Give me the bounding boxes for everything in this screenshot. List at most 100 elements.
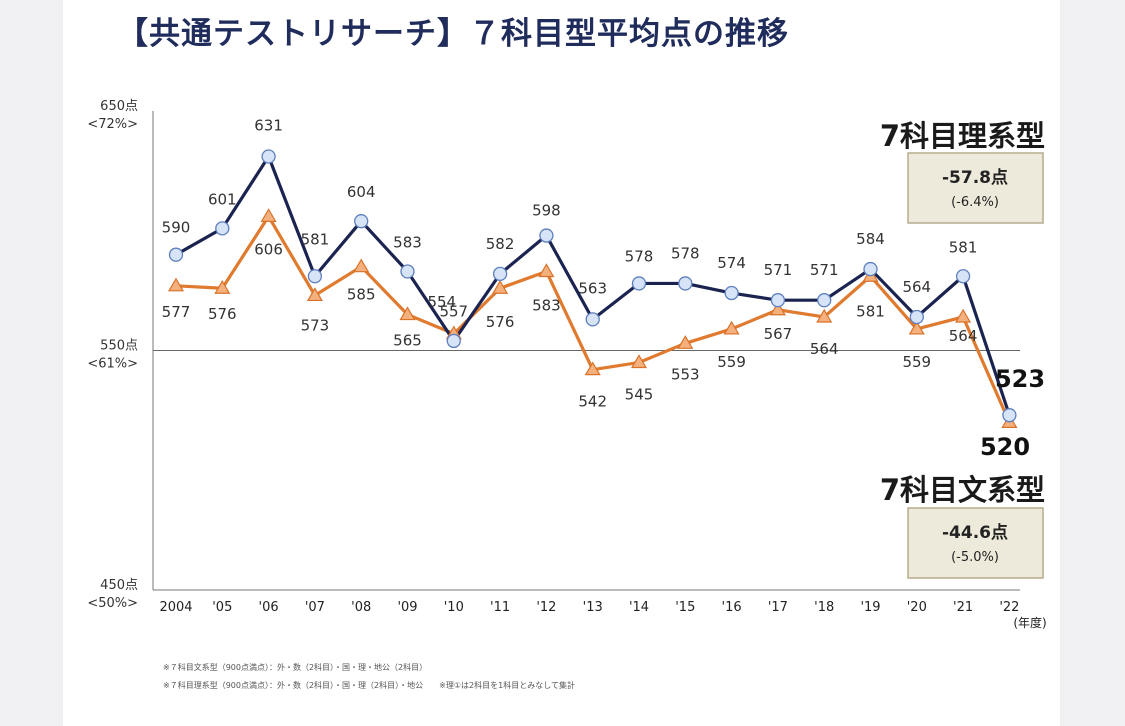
data-label-rikei: 581: [949, 238, 978, 256]
x-tick-label: '07: [305, 600, 325, 615]
data-label-rikei: 583: [393, 233, 422, 251]
marker-bunkei: [769, 301, 786, 316]
series-name-rikei: 7科目理系型: [880, 119, 1045, 153]
marker-bunkei: [214, 280, 231, 294]
change-box-bunkei: [907, 507, 1044, 579]
marker-rikei: [539, 228, 554, 243]
y-tick-percent: <50%>: [87, 596, 138, 611]
data-label-rikei: 584: [856, 230, 885, 248]
marker-bunkei: [538, 263, 555, 278]
data-label-bunkei: 585: [347, 286, 376, 304]
x-tick-label: '05: [212, 600, 232, 615]
marker-rikei: [1002, 408, 1017, 423]
marker-rikei: [770, 293, 786, 308]
data-label-bunkei: 559: [717, 353, 746, 371]
data-label-rikei: 598: [532, 202, 561, 220]
x-tick-label: '08: [351, 600, 371, 615]
marker-rikei: [446, 333, 461, 349]
data-label-bunkei: 576: [486, 313, 515, 331]
marker-rikei: [631, 276, 647, 291]
data-label-rikei: 582: [486, 235, 515, 253]
data-label-bunkei: 581: [856, 302, 885, 320]
marker-rikei: [863, 261, 878, 277]
marker-bunkei: [677, 335, 694, 349]
data-label-rikei: 601: [208, 190, 237, 208]
data-label-rikei: 581: [301, 230, 330, 248]
data-label-rikei: 564: [902, 278, 931, 296]
data-label-bunkei: 545: [625, 385, 654, 403]
marker-rikei: [724, 285, 739, 301]
data-label-bunkei: 559: [902, 353, 931, 371]
marker-rikei: [492, 266, 508, 282]
data-label-rikei: 578: [671, 244, 700, 262]
marker-bunkei: [908, 320, 925, 335]
x-tick-label: '21: [953, 600, 973, 615]
change-points-bunkei: -44.6点: [942, 522, 1008, 543]
marker-bunkei: [353, 258, 370, 273]
change-pct-bunkei: (-5.0%): [951, 550, 999, 565]
marker-bunkei: [260, 208, 277, 222]
marker-rikei: [354, 214, 369, 229]
marker-rikei: [817, 293, 832, 308]
data-label-bunkei: 576: [208, 305, 237, 323]
x-tick-label: '09: [397, 600, 417, 615]
data-label-bunkei: 565: [393, 332, 422, 350]
data-label-rikei: 554: [427, 293, 456, 311]
marker-bunkei: [630, 354, 648, 369]
x-tick-label: '10: [444, 600, 464, 615]
chart-title: 【共通テストリサーチ】７科目型平均点の推移: [117, 16, 789, 52]
marker-rikei: [261, 149, 276, 164]
data-label-bunkei: 564: [949, 327, 978, 345]
end-label-rikei: 523: [995, 365, 1045, 393]
marker-bunkei: [584, 361, 601, 376]
x-tick-label: '15: [675, 600, 695, 615]
marker-bunkei: [167, 277, 185, 292]
marker-bunkei: [306, 287, 323, 302]
data-label-rikei: 571: [810, 261, 839, 279]
data-label-bunkei: 564: [810, 340, 839, 358]
data-label-bunkei: 583: [532, 296, 561, 314]
data-label-rikei: 590: [162, 219, 191, 237]
x-tick-label: '19: [860, 600, 880, 615]
x-axis-unit: (年度): [1013, 615, 1046, 630]
marker-rikei: [307, 269, 323, 284]
x-tick-label: '17: [768, 600, 788, 615]
x-tick-label: '06: [259, 600, 279, 615]
marker-rikei: [909, 309, 924, 325]
x-tick-label: '11: [490, 600, 510, 615]
data-label-rikei: 563: [578, 279, 607, 297]
change-points-rikei: -57.8点: [942, 167, 1008, 188]
y-tick-percent: <61%>: [87, 357, 138, 372]
x-tick-label: '12: [536, 600, 556, 615]
data-label-bunkei: 577: [162, 303, 191, 321]
marker-rikei: [678, 276, 693, 291]
marker-bunkei: [723, 320, 740, 335]
footnote-bunkei: ※７科目文系型（900点満点）：外・数（2科目）・国・理・地公（2科目）: [163, 663, 428, 672]
marker-rikei: [955, 269, 971, 284]
data-label-rikei: 604: [347, 183, 376, 201]
marker-rikei: [215, 221, 230, 236]
footnote-rikei: ※７科目理系型（900点満点）：外・数（2科目）・国・理（2科目）・地公 ※理①…: [163, 681, 575, 690]
x-tick-label: '18: [814, 600, 834, 615]
series-name-bunkei: 7科目文系型: [880, 473, 1045, 507]
marker-rikei: [585, 312, 600, 327]
change-pct-rikei: (-6.4%): [951, 195, 999, 210]
marker-bunkei: [399, 306, 416, 321]
marker-rikei: [400, 264, 415, 279]
data-label-rikei: 631: [254, 117, 283, 135]
x-tick-label: '16: [722, 600, 742, 615]
x-tick-label: '20: [907, 600, 927, 615]
x-tick-label: '22: [999, 600, 1019, 615]
data-label-rikei: 571: [764, 261, 793, 279]
data-label-bunkei: 606: [254, 240, 283, 258]
x-tick-label: '14: [629, 600, 649, 615]
y-tick-percent: <72%>: [87, 117, 138, 132]
y-tick-label: 550点: [100, 339, 138, 354]
marker-bunkei: [955, 308, 972, 323]
data-label-bunkei: 557: [439, 303, 468, 321]
marker-bunkei: [492, 280, 509, 294]
end-label-bunkei: 520: [980, 433, 1030, 461]
marker-bunkei: [816, 308, 833, 323]
y-tick-label: 650点: [100, 99, 138, 114]
